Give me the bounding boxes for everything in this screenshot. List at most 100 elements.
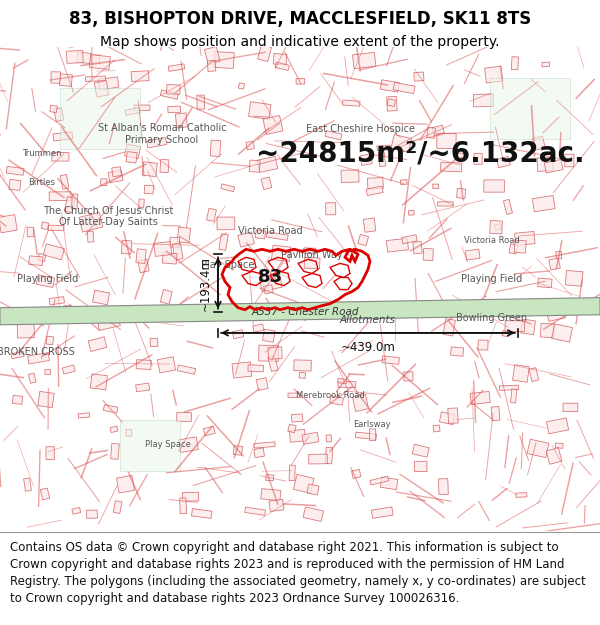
Bar [144, 185, 154, 194]
Bar [23, 478, 31, 491]
Bar [304, 248, 316, 254]
Bar [271, 245, 291, 261]
Bar [293, 474, 314, 493]
Bar [266, 474, 274, 481]
Text: ~24815m²/~6.132ac.: ~24815m²/~6.132ac. [256, 139, 584, 168]
Bar [255, 230, 266, 239]
Bar [38, 391, 54, 408]
Bar [292, 414, 303, 422]
Bar [45, 369, 51, 374]
Bar [120, 421, 180, 471]
Bar [253, 324, 264, 332]
Bar [366, 186, 383, 196]
Bar [131, 71, 149, 81]
Bar [302, 432, 319, 444]
Bar [262, 329, 275, 342]
Bar [91, 55, 100, 64]
Bar [263, 285, 273, 294]
Bar [380, 477, 398, 489]
Bar [259, 345, 278, 361]
Text: ~439.0m: ~439.0m [341, 341, 395, 354]
Bar [108, 170, 123, 182]
Bar [391, 134, 412, 152]
Bar [308, 454, 328, 464]
Bar [121, 241, 132, 254]
Bar [157, 357, 176, 373]
Bar [6, 166, 24, 175]
Bar [163, 253, 177, 264]
Bar [440, 162, 461, 172]
Bar [175, 113, 187, 128]
Bar [71, 194, 78, 209]
Bar [28, 352, 49, 364]
Bar [11, 351, 24, 359]
Bar [86, 510, 97, 518]
Bar [415, 461, 427, 472]
Bar [448, 408, 458, 424]
Bar [288, 393, 301, 398]
Bar [439, 412, 455, 424]
Bar [92, 290, 110, 305]
Bar [254, 442, 275, 448]
Bar [490, 78, 570, 139]
Bar [491, 406, 500, 421]
Bar [555, 443, 563, 448]
Bar [221, 184, 235, 192]
Bar [451, 347, 464, 356]
Text: Merebrook Road: Merebrook Road [296, 391, 364, 400]
Bar [126, 151, 137, 163]
Bar [352, 469, 361, 478]
Bar [358, 234, 368, 246]
Bar [46, 336, 53, 345]
Bar [537, 157, 553, 171]
Bar [386, 96, 397, 111]
Bar [563, 403, 578, 412]
Bar [176, 412, 191, 422]
Bar [168, 64, 185, 71]
Bar [191, 509, 212, 519]
Text: Victoria Road: Victoria Road [464, 236, 520, 245]
Bar [437, 202, 453, 206]
Bar [217, 217, 235, 230]
Bar [207, 61, 216, 71]
Bar [179, 498, 187, 514]
Bar [547, 418, 569, 434]
Bar [457, 188, 466, 198]
Bar [139, 199, 145, 208]
Bar [446, 301, 457, 311]
Bar [484, 180, 505, 192]
Text: Playing Field: Playing Field [461, 274, 523, 284]
Bar [353, 394, 368, 411]
Bar [257, 45, 271, 62]
Bar [371, 507, 393, 518]
Text: Trummen: Trummen [22, 149, 62, 158]
Text: St Alban's Roman Catholic
Primary School: St Alban's Roman Catholic Primary School [98, 123, 226, 145]
Bar [288, 424, 296, 432]
Bar [91, 374, 107, 390]
Bar [98, 77, 119, 90]
Bar [77, 52, 91, 64]
Bar [160, 90, 178, 99]
Bar [50, 105, 58, 112]
Bar [146, 138, 167, 148]
Bar [261, 489, 281, 501]
Bar [307, 484, 319, 495]
Bar [142, 162, 157, 177]
Bar [49, 297, 65, 305]
Bar [541, 323, 554, 338]
Bar [94, 81, 109, 97]
Bar [363, 218, 376, 232]
Bar [172, 243, 183, 260]
Bar [219, 234, 228, 251]
Bar [404, 372, 413, 381]
Bar [338, 381, 356, 388]
Bar [269, 499, 284, 511]
Bar [17, 322, 34, 338]
Bar [551, 324, 572, 342]
Bar [134, 105, 150, 111]
Bar [556, 251, 562, 259]
Bar [544, 159, 563, 173]
Text: East Cheshire Hospice: East Cheshire Hospice [305, 124, 415, 134]
Bar [294, 360, 311, 371]
Bar [380, 80, 400, 92]
